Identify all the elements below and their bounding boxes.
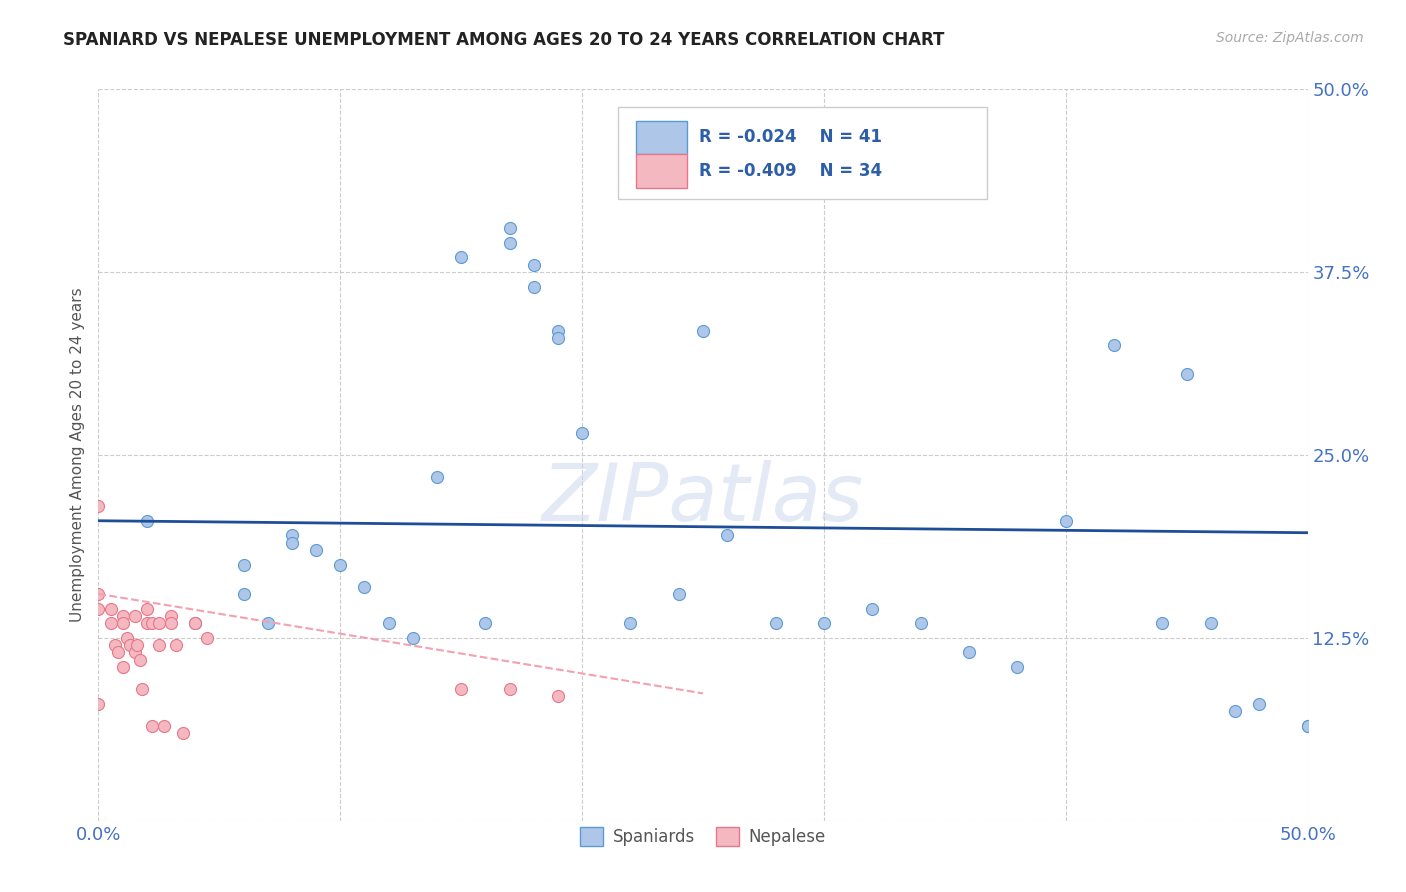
Text: Source: ZipAtlas.com: Source: ZipAtlas.com: [1216, 31, 1364, 45]
Point: [860, 601, 883, 615]
Point: [1199, 616, 1222, 631]
Text: SPANIARD VS NEPALESE UNEMPLOYMENT AMONG AGES 20 TO 24 YEARS CORRELATION CHART: SPANIARD VS NEPALESE UNEMPLOYMENT AMONG …: [63, 31, 945, 49]
Point: [547, 324, 569, 338]
Point: [184, 616, 207, 631]
Point: [160, 616, 183, 631]
Point: [141, 616, 163, 631]
Point: [232, 558, 254, 572]
Point: [450, 251, 472, 265]
Point: [1175, 368, 1198, 382]
Point: [305, 543, 328, 558]
Point: [450, 681, 472, 696]
Point: [172, 726, 194, 740]
Point: [111, 608, 134, 623]
Point: [523, 258, 546, 272]
Point: [256, 616, 278, 631]
Point: [547, 690, 569, 704]
Point: [184, 616, 207, 631]
Point: [87, 601, 110, 615]
Point: [111, 616, 134, 631]
Point: [135, 601, 157, 615]
Point: [87, 587, 110, 601]
Point: [118, 638, 141, 652]
Point: [474, 616, 496, 631]
Point: [100, 616, 122, 631]
Point: [1296, 718, 1319, 732]
Point: [281, 535, 304, 549]
Point: [152, 718, 174, 732]
Point: [100, 601, 122, 615]
FancyBboxPatch shape: [637, 120, 688, 154]
Point: [716, 528, 738, 542]
Point: [124, 608, 146, 623]
Point: [135, 514, 157, 528]
Point: [148, 616, 170, 631]
Point: [87, 499, 110, 513]
Point: [426, 470, 449, 484]
Point: [1249, 697, 1271, 711]
Point: [1223, 704, 1246, 718]
Point: [692, 324, 714, 338]
Point: [668, 587, 690, 601]
Point: [111, 660, 134, 674]
Point: [957, 645, 980, 659]
Point: [107, 645, 129, 659]
Point: [87, 697, 110, 711]
Point: [498, 221, 520, 235]
Point: [127, 638, 149, 652]
Point: [1054, 514, 1077, 528]
Point: [813, 616, 835, 631]
Text: R = -0.024    N = 41: R = -0.024 N = 41: [699, 128, 883, 146]
Point: [1296, 718, 1319, 732]
Point: [160, 608, 183, 623]
Point: [402, 631, 425, 645]
Point: [1152, 616, 1174, 631]
Point: [165, 638, 187, 652]
Point: [117, 631, 139, 645]
Point: [910, 616, 932, 631]
Point: [148, 638, 170, 652]
Point: [523, 279, 546, 293]
Point: [1007, 660, 1029, 674]
Text: ZIPatlas: ZIPatlas: [541, 459, 865, 538]
Text: R = -0.409    N = 34: R = -0.409 N = 34: [699, 162, 883, 180]
Point: [765, 616, 787, 631]
Point: [547, 331, 569, 345]
Point: [353, 580, 375, 594]
Point: [281, 528, 304, 542]
Point: [104, 638, 127, 652]
Point: [232, 587, 254, 601]
Point: [135, 616, 157, 631]
Point: [195, 631, 218, 645]
FancyBboxPatch shape: [637, 154, 688, 188]
Point: [571, 425, 593, 440]
Point: [619, 616, 641, 631]
Point: [141, 718, 163, 732]
Point: [329, 558, 352, 572]
Legend: Spaniards, Nepalese: Spaniards, Nepalese: [574, 820, 832, 853]
Point: [498, 235, 520, 250]
Point: [1102, 338, 1125, 352]
Point: [128, 653, 150, 667]
Point: [131, 681, 153, 696]
Point: [498, 681, 520, 696]
Point: [124, 645, 146, 659]
Point: [377, 616, 399, 631]
FancyBboxPatch shape: [619, 108, 987, 199]
Y-axis label: Unemployment Among Ages 20 to 24 years: Unemployment Among Ages 20 to 24 years: [69, 287, 84, 623]
